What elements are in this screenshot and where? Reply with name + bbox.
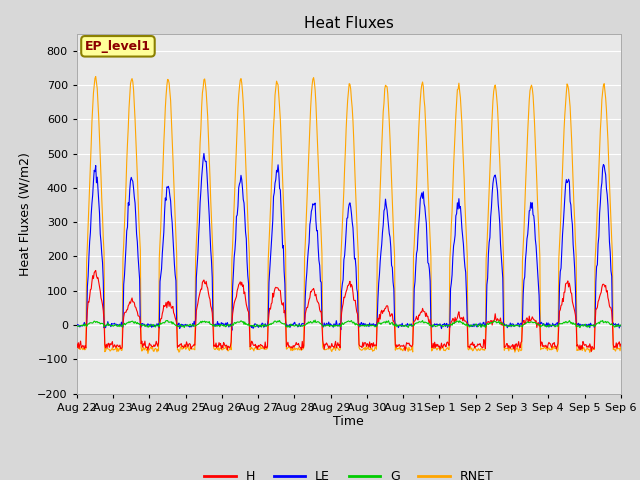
Legend: H, LE, G, RNET: H, LE, G, RNET	[199, 465, 499, 480]
Text: EP_level1: EP_level1	[85, 40, 151, 53]
Y-axis label: Heat Fluxes (W/m2): Heat Fluxes (W/m2)	[19, 152, 32, 276]
X-axis label: Time: Time	[333, 415, 364, 429]
Title: Heat Fluxes: Heat Fluxes	[304, 16, 394, 31]
